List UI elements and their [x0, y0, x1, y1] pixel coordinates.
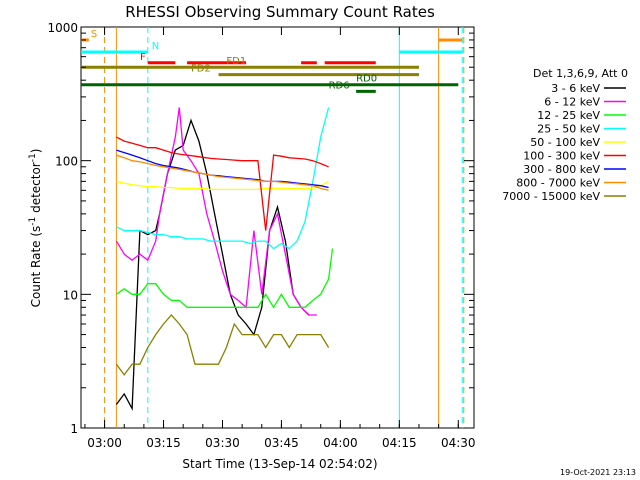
x-tick-label-6: 04:30 — [441, 436, 476, 450]
series-line-4 — [116, 180, 329, 191]
x-tick-label-3: 03:45 — [264, 436, 299, 450]
x-tick-label-1: 03:15 — [146, 436, 181, 450]
axis-ticks: 03:00 03:15 03:30 03:45 04:00 04:15 04:30 1 10 10… — [47, 21, 475, 450]
x-tick-label-2: 03:30 — [205, 436, 240, 450]
legend-label-7: 800 - 7000 keV — [516, 177, 600, 190]
state-label-rd6: RD6 — [329, 80, 350, 91]
legend-label-4: 50 - 100 keV — [530, 136, 600, 149]
legend-label-2: 12 - 25 keV — [537, 109, 600, 122]
state-label-rd0: RD0 — [356, 74, 377, 85]
vertical-markers — [104, 27, 465, 428]
legend-label-8: 7000 - 15000 keV — [502, 190, 600, 203]
y-axis-label: Count Rate (s-1 detector-1) — [28, 149, 43, 308]
y-tick-label-1: 10 — [63, 288, 78, 302]
series-line-2 — [116, 248, 334, 309]
series-line-7 — [116, 154, 329, 191]
legend-label-0: 3 - 6 keV — [551, 82, 600, 95]
state-label-fd2: FD2 — [191, 64, 211, 75]
series-line-0 — [115, 118, 310, 411]
legend-label-6: 300 - 800 keV — [523, 163, 600, 176]
series-line-3 — [116, 107, 330, 250]
x-axis-label: Start Time (13-Sep-14 02:54:02) — [182, 457, 377, 471]
timestamp-stamp: 19-Oct-2021 23:13 — [560, 468, 636, 477]
series-line-6 — [116, 149, 329, 189]
legend-label-5: 100 - 300 keV — [523, 150, 600, 163]
y-tick-label-0: 1 — [70, 422, 78, 436]
y-tick-label-3: 1000 — [47, 21, 78, 35]
legend-title: Det 1,3,6,9, Att 0 — [533, 67, 628, 80]
x-tick-label-5: 04:15 — [382, 436, 417, 450]
state-label-s: S — [91, 29, 97, 40]
chart-title: RHESSI Observing Summary Count Rates — [125, 3, 435, 21]
plot-area: S NF FD1 FD2 RD0 RD6 03:00 03:15 03:30 03:45 04:0… — [47, 21, 475, 450]
state-label-n: N — [152, 41, 159, 52]
x-tick-label-0: 03:00 — [87, 436, 122, 450]
y-tick-label-2: 100 — [55, 155, 78, 169]
plot-frame — [80, 26, 475, 429]
state-bars: S NF FD1 FD2 RD0 RD6 — [81, 29, 463, 93]
x-tick-label-4: 04:00 — [323, 436, 358, 450]
legend-label-1: 6 - 12 keV — [544, 96, 600, 109]
series-lines — [115, 107, 334, 411]
state-label-f: F — [140, 52, 146, 63]
series-line-8 — [115, 314, 330, 376]
series-line-1 — [115, 107, 317, 316]
legend-label-3: 25 - 50 keV — [537, 123, 600, 136]
series-line-5 — [116, 136, 329, 231]
state-label-fd1: FD1 — [226, 56, 246, 67]
